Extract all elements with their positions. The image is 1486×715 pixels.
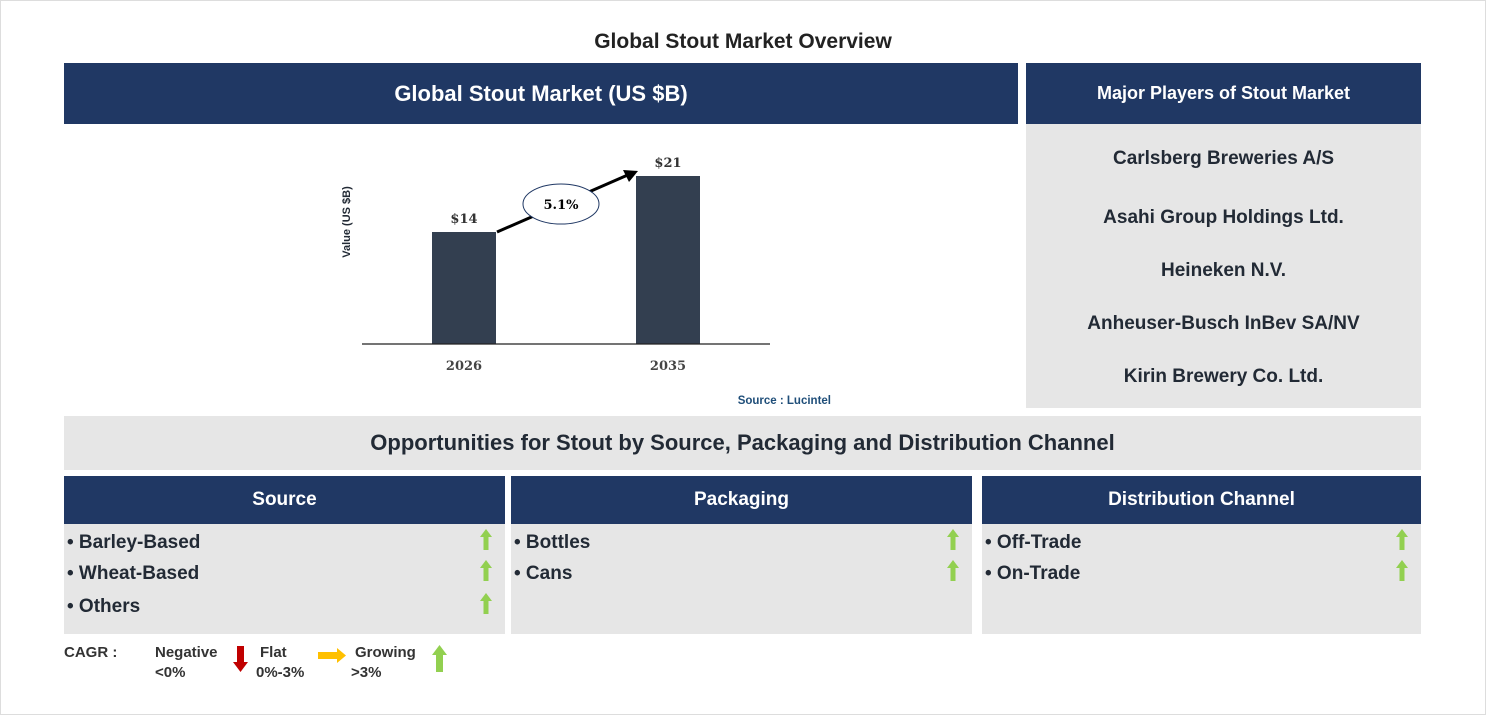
legend-negative-range: <0%: [155, 664, 186, 681]
segment-panel: [64, 524, 505, 634]
cagr-label: 5.1%: [544, 198, 580, 213]
player: Anheuser-Busch InBev SA/NV: [1087, 313, 1360, 334]
legend-flat: Flat 0%-3%: [256, 643, 304, 683]
up-arrow-icon: [1396, 560, 1408, 581]
x-tick-label: 2035: [650, 359, 686, 374]
segment-item: • Off-Trade: [985, 532, 1082, 553]
legend-negative-label: Negative: [155, 644, 218, 661]
source-label: Source : Lucintel: [738, 395, 831, 407]
up-arrow-icon: [480, 560, 492, 581]
bar-chart: Value (US $B) $14 2026 $21 2035 5.1% Source…: [341, 156, 831, 407]
segment-panel: [982, 524, 1421, 634]
segment-item: • Bottles: [514, 532, 591, 553]
player: Asahi Group Holdings Ltd.: [1103, 207, 1344, 228]
legend-growing-label: Growing: [355, 644, 416, 661]
players-header: Major Players of Stout Market: [1026, 63, 1421, 124]
legend-flat-label: Flat: [260, 644, 287, 661]
cagr-bubble: [522, 183, 600, 225]
right-arrow-icon: [318, 648, 346, 663]
up-arrow-icon: [947, 529, 959, 550]
player: Carlsberg Breweries A/S: [1112, 148, 1335, 169]
bar: [636, 176, 700, 344]
player: Heineken N.V.: [1161, 260, 1286, 281]
x-tick-label: 2026: [446, 359, 482, 374]
up-arrow-icon: [480, 529, 492, 550]
cagr-arrowhead: [623, 170, 638, 182]
up-arrow-icon: [432, 645, 447, 672]
legend-negative: Negative <0%: [155, 643, 218, 683]
page-title: Global Stout Market Overview: [594, 30, 892, 53]
y-axis-label: Value (US $B): [341, 186, 353, 258]
up-arrow-icon: [480, 593, 492, 614]
legend-growing: Growing >3%: [351, 643, 416, 683]
segment-item: • Barley-Based: [67, 532, 201, 553]
segment-item: • On-Trade: [985, 563, 1081, 584]
segment-item: • Cans: [514, 563, 573, 584]
players-panel: Carlsberg Breweries A/S Asahi Group Hold…: [1026, 124, 1421, 408]
player: Kirin Brewery Co. Ltd.: [1123, 366, 1324, 387]
segment-item: • Others: [67, 596, 141, 617]
legend-flat-range: 0%-3%: [256, 664, 305, 681]
data-label: $14: [450, 212, 477, 227]
segment-header: Packaging: [511, 476, 972, 524]
legend-growing-range: >3%: [351, 664, 382, 681]
segment-header: Source: [64, 476, 505, 524]
up-arrow-icon: [1396, 529, 1408, 550]
down-arrow-icon: [233, 646, 248, 672]
data-label: $21: [654, 156, 681, 171]
opportunities-banner: Opportunities for Stout by Source, Packa…: [64, 416, 1421, 470]
segment-item: • Wheat-Based: [67, 563, 200, 584]
chart-header: Global Stout Market (US $B): [64, 63, 1018, 124]
up-arrow-icon: [947, 560, 959, 581]
legend-label: CAGR :: [64, 644, 118, 661]
segment-panel: [511, 524, 972, 634]
segment-header: Distribution Channel: [982, 476, 1421, 524]
bar: [432, 232, 496, 344]
